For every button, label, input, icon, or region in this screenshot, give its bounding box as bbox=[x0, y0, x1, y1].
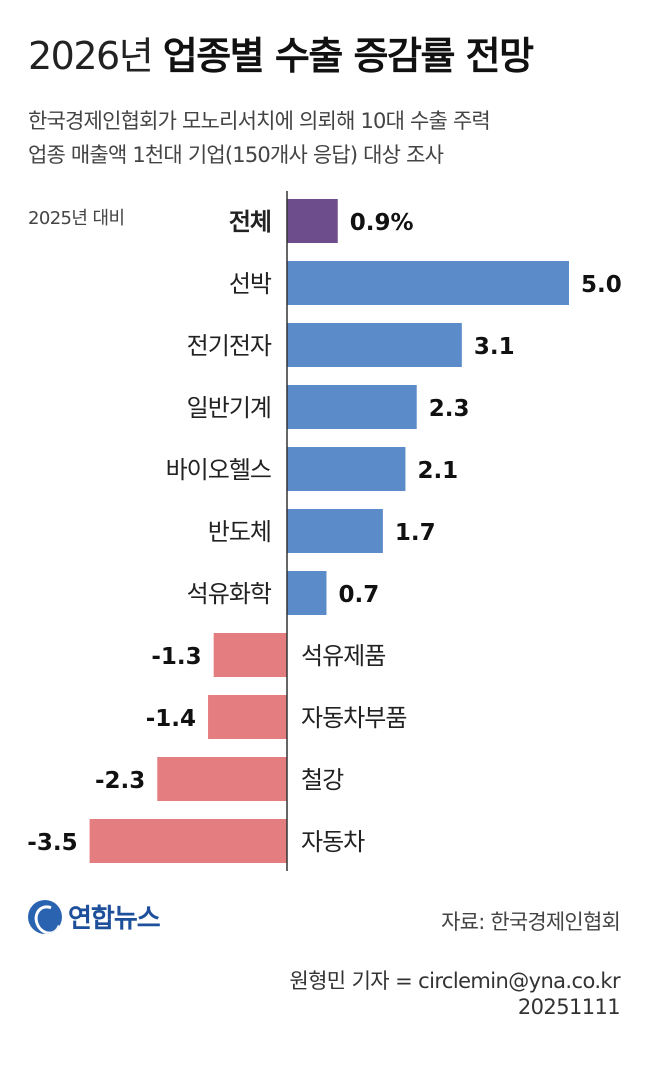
publisher-logo: 연합뉴스 bbox=[28, 898, 161, 935]
bar-선박 bbox=[287, 261, 569, 305]
page-title: 2026년 업종별 수출 증감률 전망 bbox=[28, 32, 534, 80]
bar-chart: 0.9% 전체 5.0 선박 3.1 전기전자 2.3 일반기계 2.1 바이오헬스 1.7 반도체 0… bbox=[27, 191, 622, 871]
title-main: 업종별 수출 증감률 전망 bbox=[162, 34, 534, 78]
credit-block: 원형민 기자 = circlemin@yna.co.kr 20251111 bbox=[289, 968, 620, 1020]
value-label-철강: -2.3 bbox=[95, 768, 145, 794]
value-label-전체: 0.9% bbox=[350, 210, 414, 236]
category-label-일반기계: 일반기계 bbox=[187, 394, 271, 422]
value-label-선박: 5.0 bbox=[581, 272, 622, 298]
bar-전체 bbox=[287, 199, 338, 243]
bar-일반기계 bbox=[287, 385, 417, 429]
publish-date: 20251111 bbox=[517, 995, 621, 1019]
reporter-credit: 원형민 기자 = circlemin@yna.co.kr bbox=[289, 969, 620, 993]
bar-석유제품 bbox=[213, 633, 287, 677]
category-label-석유제품: 석유제품 bbox=[301, 642, 385, 670]
bar-철강 bbox=[157, 757, 287, 801]
yonhap-globe-icon bbox=[28, 899, 62, 934]
value-label-자동차부품: -1.4 bbox=[146, 706, 196, 732]
value-label-반도체: 1.7 bbox=[395, 520, 436, 546]
bar-자동차부품 bbox=[208, 695, 287, 739]
bar-석유화학 bbox=[287, 571, 327, 615]
value-label-자동차: -3.5 bbox=[27, 830, 77, 856]
value-label-석유화학: 0.7 bbox=[338, 582, 379, 608]
category-label-바이오헬스: 바이오헬스 bbox=[166, 456, 271, 484]
bar-반도체 bbox=[287, 509, 383, 553]
category-label-전체: 전체 bbox=[229, 208, 271, 236]
bar-자동차 bbox=[89, 819, 287, 863]
category-label-선박: 선박 bbox=[229, 270, 272, 298]
category-label-철강: 철강 bbox=[301, 766, 344, 794]
category-label-전기전자: 전기전자 bbox=[187, 332, 272, 360]
source-note: 자료: 한국경제인협회 bbox=[441, 910, 621, 934]
category-label-석유화학: 석유화학 bbox=[187, 580, 272, 608]
subtitle-line-1: 한국경제인협회가 모노리서치에 의뢰해 10대 수출 주력 bbox=[28, 109, 491, 133]
value-label-바이오헬스: 2.1 bbox=[417, 458, 458, 484]
bar-바이오헬스 bbox=[287, 447, 406, 491]
subtitle-line-2: 업종 매출액 1천대 기업(150개사 응답) 대상 조사 bbox=[28, 143, 444, 167]
title-year: 2026년 bbox=[28, 34, 154, 78]
category-label-반도체: 반도체 bbox=[208, 518, 271, 546]
value-label-일반기계: 2.3 bbox=[429, 396, 470, 422]
comparison-basis-label: 2025년 대비 bbox=[28, 208, 125, 229]
bar-전기전자 bbox=[287, 323, 462, 367]
logo-text: 연합뉴스 bbox=[68, 904, 161, 934]
value-label-석유제품: -1.3 bbox=[151, 644, 201, 670]
category-label-자동차: 자동차 bbox=[301, 828, 365, 856]
subtitle: 한국경제인협회가 모노리서치에 의뢰해 10대 수출 주력 업종 매출액 1천대… bbox=[28, 104, 491, 172]
value-label-전기전자: 3.1 bbox=[474, 334, 515, 360]
category-label-자동차부품: 자동차부품 bbox=[301, 704, 406, 732]
